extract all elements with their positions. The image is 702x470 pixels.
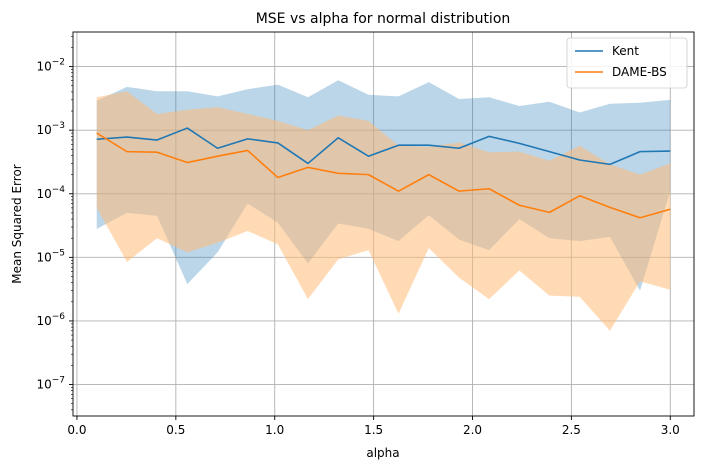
x-tick-label: 2.0 [463,423,482,437]
x-tick-label: 0.0 [67,423,86,437]
y-tick-label: 10−4 [36,185,65,201]
x-tick-label: 3.0 [661,423,680,437]
x-tick-label: 0.5 [166,423,185,437]
x-tick-label: 1.5 [364,423,383,437]
y-tick-label: 10−3 [36,121,65,137]
y-axis-ticks: 10−7 10−6 10−5 10−4 10−3 10−2 [36,35,73,411]
series-lines [96,127,671,219]
x-tick-label: 1.0 [265,423,284,437]
line-dame-bs [96,132,671,219]
y-tick-label: 10−5 [36,248,65,264]
line-kent [96,127,671,166]
legend: Kent DAME-BS [566,37,688,89]
y-tick-label: 10−7 [36,376,65,392]
plot-frame [72,31,695,417]
y-axis-label: Mean Squared Error [10,164,24,284]
legend-label: DAME-BS [612,65,667,79]
y-tick-label: 10−6 [36,312,65,328]
legend-label: Kent [612,44,639,58]
y-tick-label: 10−2 [36,58,65,74]
x-tick-label: 2.5 [562,423,581,437]
x-axis-ticks: 0.0 0.5 1.0 1.5 2.0 2.5 3.0 [67,416,680,437]
chart-title: MSE vs alpha for normal distribution [256,11,511,27]
x-axis-label: alpha [366,446,399,460]
